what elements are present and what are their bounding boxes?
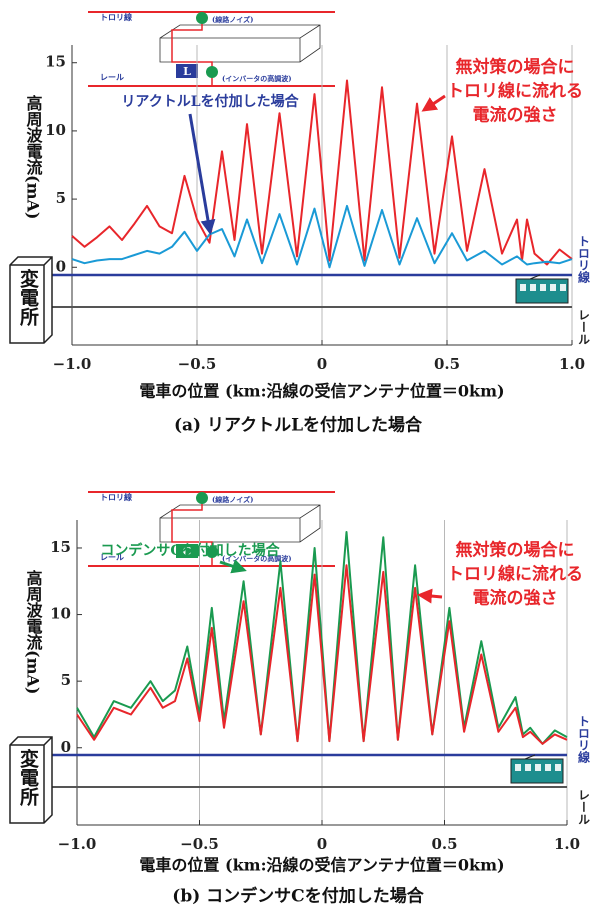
- inset-source: [196, 12, 208, 24]
- y-tick-label: 5: [61, 671, 71, 689]
- caption: (a) リアクトルLを付加した場合: [174, 415, 423, 436]
- trolley-label: トロリ線: [577, 235, 591, 284]
- series-label: 無対策の場合に: [456, 57, 575, 78]
- inset-source: [196, 492, 208, 504]
- series-label: コンデンサCを付加した場合: [100, 542, 280, 559]
- series-label: リアクトルLを付加した場合: [121, 93, 299, 110]
- y-tick-label: 10: [45, 121, 66, 139]
- y-tick-label: 15: [45, 53, 66, 71]
- train-window: [540, 284, 546, 291]
- series-label: トロリ線に流れる: [447, 564, 583, 585]
- x-tick-label: −1.0: [53, 355, 92, 373]
- y-tick-label: 0: [61, 738, 71, 756]
- arrow: [420, 595, 442, 597]
- series-label: 無対策の場合に: [456, 540, 575, 561]
- x-tick-label: 0.5: [431, 835, 457, 853]
- arrow: [424, 96, 445, 110]
- inset-trolley-label: トロリ線: [100, 12, 132, 22]
- rail-label: レール: [577, 789, 591, 825]
- x-tick-label: 1.0: [559, 355, 585, 373]
- inset-noise-label: (線路ノイズ): [212, 15, 253, 24]
- x-tick-label: 0: [317, 355, 327, 373]
- x-axis-title: 電車の位置 (km:沿線の受信アンテナ位置＝0km): [139, 856, 504, 875]
- x-tick-label: 1.0: [554, 835, 580, 853]
- rail-label: レール: [577, 309, 591, 345]
- arrow: [190, 114, 210, 232]
- train-window: [555, 764, 561, 771]
- train-window: [515, 764, 521, 771]
- x-tick-label: 0.5: [434, 355, 460, 373]
- inset-element-label: L: [183, 65, 191, 78]
- train-window: [520, 284, 526, 291]
- inset-noise-label: (線路ノイズ): [212, 495, 253, 504]
- series-label: 電流の強さ: [473, 105, 558, 126]
- figure: トロリ線レール(線路ノイズ)(インバータの高調波)L−1.0−0.500.51.…: [0, 0, 596, 911]
- x-tick-label: 0: [317, 835, 327, 853]
- trolley-label: トロリ線: [577, 715, 591, 764]
- x-axis-title: 電車の位置 (km:沿線の受信アンテナ位置＝0km): [139, 382, 504, 401]
- train-window: [525, 764, 531, 771]
- substation-label: 変電所: [17, 268, 39, 327]
- x-tick-label: −0.5: [178, 355, 217, 373]
- x-tick-label: −1.0: [58, 835, 97, 853]
- substation-label: 変電所: [17, 748, 39, 807]
- series-label: 電流の強さ: [473, 588, 558, 609]
- train-window: [530, 284, 536, 291]
- inset-harmonic-label: (インバータの高調波): [222, 74, 292, 83]
- y-axis-title: 高周波電流(mA): [24, 569, 43, 694]
- y-tick-label: 5: [56, 189, 66, 207]
- y-tick-label: 15: [50, 538, 71, 556]
- x-tick-label: −0.5: [180, 835, 219, 853]
- caption: (b) コンデンサCを付加した場合: [172, 886, 424, 907]
- y-tick-label: 0: [56, 257, 66, 275]
- inset-rail-label: レール: [100, 72, 124, 82]
- series-label: トロリ線に流れる: [447, 81, 583, 102]
- train-window: [550, 284, 556, 291]
- train-window: [545, 764, 551, 771]
- train-window: [535, 764, 541, 771]
- train-window: [560, 284, 566, 291]
- inset-source: [206, 66, 218, 78]
- y-tick-label: 10: [50, 605, 71, 623]
- y-axis-title: 高周波電流(mA): [24, 94, 43, 219]
- inset-trolley-label: トロリ線: [100, 492, 132, 502]
